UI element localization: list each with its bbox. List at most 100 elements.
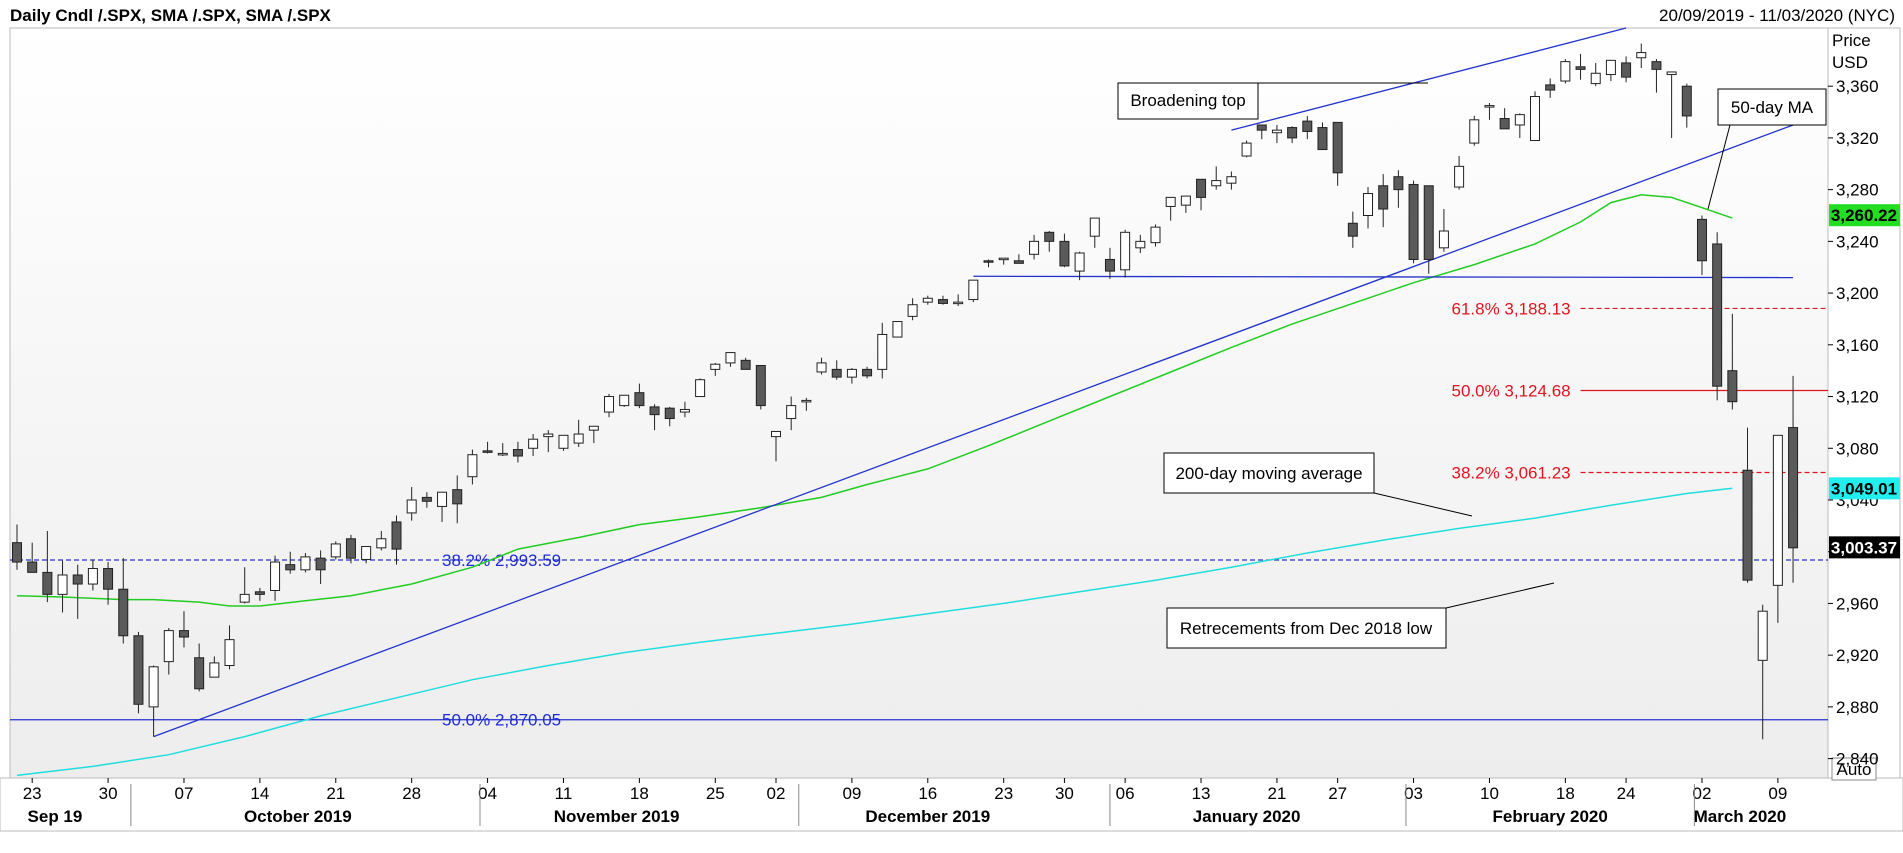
candle-up[interactable]	[1666, 71, 1677, 138]
candle-down[interactable]	[755, 365, 766, 410]
candle-down[interactable]	[1287, 126, 1298, 144]
candle-up[interactable]	[1363, 187, 1374, 229]
candle-up[interactable]	[1757, 604, 1768, 740]
candle-down[interactable]	[831, 360, 842, 380]
candle-up[interactable]	[1605, 59, 1616, 82]
candle-up[interactable]	[1226, 171, 1237, 190]
candle-up[interactable]	[588, 425, 599, 444]
candle-up[interactable]	[497, 443, 508, 457]
candle-down[interactable]	[482, 441, 493, 454]
candle-up[interactable]	[1560, 59, 1571, 84]
candle-down[interactable]	[178, 611, 189, 648]
candle-up[interactable]	[1484, 103, 1495, 120]
candle-up[interactable]	[619, 394, 630, 407]
candle-down[interactable]	[27, 542, 38, 573]
candle-down[interactable]	[1256, 124, 1267, 140]
candle-up[interactable]	[1089, 217, 1100, 248]
candle-up[interactable]	[1590, 62, 1601, 87]
candle-up[interactable]	[710, 362, 721, 376]
candle-up[interactable]	[892, 321, 903, 338]
candle-up[interactable]	[604, 393, 615, 418]
candle-down[interactable]	[1696, 215, 1707, 275]
candle-up[interactable]	[846, 368, 857, 384]
candle-up[interactable]	[1438, 209, 1449, 252]
candle-down[interactable]	[1788, 375, 1799, 583]
candle-down[interactable]	[1408, 180, 1419, 264]
candle-down[interactable]	[103, 562, 114, 605]
candle-up[interactable]	[1074, 251, 1085, 281]
annotation-broadening-top[interactable]: Broadening top	[1117, 82, 1428, 120]
candle-up[interactable]	[953, 294, 964, 307]
candle-up[interactable]	[1636, 43, 1647, 69]
candle-down[interactable]	[1423, 185, 1434, 274]
candle-down[interactable]	[1059, 233, 1070, 268]
candle-up[interactable]	[543, 430, 554, 453]
candle-up[interactable]	[57, 560, 68, 613]
candle-down[interactable]	[649, 404, 660, 431]
candle-down[interactable]	[1499, 108, 1510, 130]
candle-up[interactable]	[270, 555, 281, 601]
candle-down[interactable]	[118, 558, 129, 644]
candle-up[interactable]	[376, 531, 387, 551]
candle-down[interactable]	[1621, 56, 1632, 83]
candle-up[interactable]	[1135, 234, 1146, 253]
candle-up[interactable]	[801, 397, 812, 411]
candle-down[interactable]	[1347, 211, 1358, 248]
candle-up[interactable]	[558, 434, 569, 451]
candle-down[interactable]	[1575, 53, 1586, 80]
candle-up[interactable]	[1150, 224, 1161, 247]
candle-up[interactable]	[998, 257, 1009, 265]
candle-up[interactable]	[239, 567, 250, 604]
candle-down[interactable]	[1742, 427, 1753, 583]
candle-up[interactable]	[573, 419, 584, 447]
candle-up[interactable]	[786, 396, 797, 431]
candle-up[interactable]	[922, 295, 933, 305]
annotation-200day-ma[interactable]: 200-day moving average	[1163, 452, 1473, 517]
candle-down[interactable]	[937, 295, 948, 305]
plot-area[interactable]	[9, 27, 1829, 779]
annotation-50day-ma[interactable]: 50-day MA	[1707, 88, 1827, 210]
candle-up[interactable]	[361, 546, 372, 564]
candle-down[interactable]	[254, 587, 265, 601]
candle-down[interactable]	[12, 524, 22, 570]
candle-up[interactable]	[148, 665, 159, 737]
candle-up[interactable]	[1772, 434, 1783, 623]
candle-down[interactable]	[1712, 232, 1723, 401]
candle-up[interactable]	[877, 322, 888, 379]
price-axis[interactable]	[1827, 27, 1901, 779]
candle-down[interactable]	[194, 643, 205, 692]
candle-up[interactable]	[1180, 195, 1191, 213]
candle-up[interactable]	[1530, 91, 1540, 142]
candle-down[interactable]	[983, 259, 994, 268]
candle-up[interactable]	[437, 491, 448, 522]
candle-up[interactable]	[528, 434, 539, 457]
candle-down[interactable]	[72, 564, 83, 619]
candle-up[interactable]	[209, 656, 220, 678]
candle-down[interactable]	[1317, 122, 1328, 151]
candle-down[interactable]	[421, 492, 432, 508]
candle-down[interactable]	[391, 515, 402, 565]
candle-down[interactable]	[1332, 121, 1343, 186]
candle-up[interactable]	[1165, 196, 1176, 221]
candle-down[interactable]	[634, 383, 645, 409]
candle-up[interactable]	[725, 352, 736, 367]
candle-down[interactable]	[664, 406, 675, 427]
candle-down[interactable]	[315, 550, 326, 585]
candle-up[interactable]	[406, 487, 417, 521]
candle-down[interactable]	[285, 551, 296, 574]
candle-down[interactable]	[42, 531, 53, 603]
candle-up[interactable]	[679, 401, 690, 418]
candle-up[interactable]	[1271, 124, 1282, 144]
candle-up[interactable]	[330, 541, 341, 560]
candle-down[interactable]	[1651, 59, 1662, 93]
candle-down[interactable]	[1196, 178, 1207, 211]
candle-up[interactable]	[163, 628, 174, 675]
candle-up[interactable]	[1469, 115, 1480, 146]
time-axis[interactable]	[0, 777, 1903, 832]
candle-up[interactable]	[300, 553, 311, 573]
candle-down[interactable]	[1393, 170, 1404, 208]
candle-down[interactable]	[862, 366, 873, 379]
candle-up[interactable]	[771, 430, 781, 462]
candle-down[interactable]	[452, 475, 463, 524]
candle-down[interactable]	[1727, 313, 1738, 410]
